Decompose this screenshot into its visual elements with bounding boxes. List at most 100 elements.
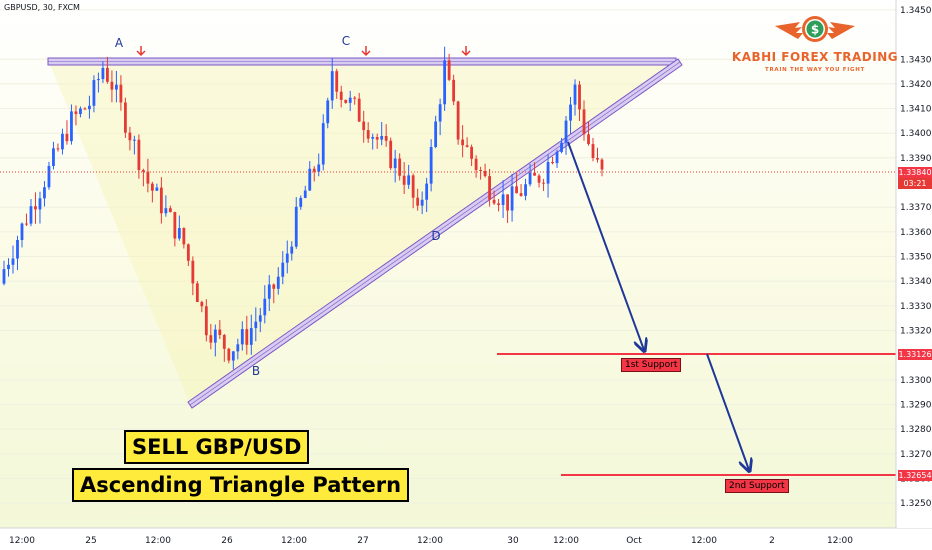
candle-body bbox=[537, 175, 541, 183]
pattern-labels: A B C D bbox=[115, 34, 441, 378]
candle-body bbox=[326, 100, 330, 124]
candle-body bbox=[65, 133, 69, 142]
price-tick-label: 1.34500 bbox=[900, 6, 932, 16]
candle-body bbox=[7, 264, 10, 270]
price-tick-label: 1.33900 bbox=[900, 154, 932, 164]
candle-body bbox=[200, 301, 204, 307]
candle-body bbox=[263, 298, 267, 316]
candle-body bbox=[303, 190, 307, 198]
candle-body bbox=[461, 139, 465, 146]
candle-body bbox=[290, 246, 294, 254]
time-tick-label: 25 bbox=[85, 536, 96, 546]
candle-body bbox=[132, 139, 136, 141]
candle-body bbox=[551, 162, 554, 164]
candle-body bbox=[177, 228, 181, 239]
trade-direction-label: SELL GBP/USD bbox=[124, 430, 310, 464]
candle-body bbox=[213, 329, 217, 343]
candle-body bbox=[555, 151, 559, 164]
price-tick-label: 1.34000 bbox=[900, 129, 932, 139]
pattern-point-label: B bbox=[252, 364, 260, 378]
candle-body bbox=[168, 208, 172, 213]
candle-body bbox=[150, 183, 154, 191]
time-tick-label: 26 bbox=[221, 536, 233, 546]
candle-body bbox=[56, 148, 60, 150]
candle-body bbox=[186, 244, 190, 261]
time-tick-label: 12:00 bbox=[553, 536, 579, 546]
grid bbox=[0, 9, 896, 504]
candle-body bbox=[546, 162, 550, 184]
candle-body bbox=[524, 184, 527, 196]
candle-body bbox=[34, 206, 37, 210]
candle-body bbox=[443, 60, 447, 105]
pattern-point-label: C bbox=[342, 34, 350, 48]
second-support-label: 2nd Support bbox=[725, 479, 789, 493]
candle-body bbox=[240, 329, 244, 345]
candle-body bbox=[425, 183, 429, 200]
time-tick-label: 12:00 bbox=[691, 536, 717, 546]
time-tick-label: 12:00 bbox=[9, 536, 35, 546]
candle-body bbox=[272, 284, 276, 289]
countdown-tag: 03:21 bbox=[898, 178, 932, 189]
candle-body bbox=[519, 193, 523, 196]
price-tick-label: 1.33700 bbox=[900, 203, 932, 213]
candle-body bbox=[276, 276, 280, 289]
rejection-arrow bbox=[361, 46, 371, 57]
candle-body bbox=[371, 137, 375, 139]
candle-body bbox=[222, 335, 226, 349]
candle-body bbox=[281, 262, 285, 277]
candle-body bbox=[115, 84, 118, 90]
candle-body bbox=[70, 111, 73, 142]
candle-body bbox=[119, 84, 123, 103]
candle-body bbox=[452, 79, 456, 102]
candle-body bbox=[236, 344, 240, 352]
candle-body bbox=[506, 194, 509, 211]
candle-body bbox=[164, 208, 168, 214]
candle-body bbox=[258, 315, 262, 322]
candle-body bbox=[97, 79, 100, 81]
candle-body bbox=[398, 158, 402, 176]
time-tick-label: 27 bbox=[357, 536, 368, 546]
candle-body bbox=[25, 223, 28, 225]
price-tick-label: 1.32500 bbox=[900, 499, 932, 509]
candle-body bbox=[339, 91, 343, 100]
candle-body bbox=[231, 351, 235, 361]
candle-body bbox=[402, 175, 406, 185]
pattern-point-label: A bbox=[115, 36, 124, 50]
candle-body bbox=[492, 199, 496, 204]
candle-body bbox=[420, 199, 424, 206]
candle-body bbox=[146, 171, 150, 184]
candle-body bbox=[384, 136, 388, 141]
rejection-arrow bbox=[136, 46, 146, 57]
candles bbox=[2, 46, 604, 370]
svg-text:$: $ bbox=[811, 23, 819, 37]
candle-body bbox=[299, 197, 303, 207]
candle-body bbox=[128, 132, 132, 141]
candle-body bbox=[483, 170, 487, 177]
candle-body bbox=[38, 198, 42, 210]
dollar-coin-wings-icon: $ bbox=[775, 16, 855, 42]
pattern-point-label: D bbox=[431, 229, 440, 243]
price-tick-label: 1.32800 bbox=[900, 425, 932, 435]
candle-body bbox=[357, 98, 361, 122]
candle-body bbox=[312, 168, 316, 172]
candle-body bbox=[465, 145, 469, 147]
candle-body bbox=[254, 321, 258, 329]
time-tick-label: Oct bbox=[626, 536, 642, 546]
candle-body bbox=[123, 102, 127, 133]
current-price-tag: 1.33840 bbox=[898, 167, 932, 178]
price-tick-label: 1.33200 bbox=[900, 327, 932, 337]
candle-body bbox=[74, 111, 78, 115]
candle-body bbox=[110, 81, 114, 90]
candle-body bbox=[416, 197, 420, 206]
logo: $ bbox=[775, 16, 855, 42]
candle-body bbox=[88, 105, 91, 110]
candle-body bbox=[596, 157, 599, 160]
candle-body bbox=[249, 328, 253, 345]
candle-body bbox=[11, 258, 15, 265]
candle-body bbox=[245, 329, 249, 345]
candle-body bbox=[434, 121, 438, 147]
candle-body bbox=[515, 186, 518, 194]
candle-body bbox=[569, 104, 572, 121]
candle-body bbox=[447, 60, 451, 80]
candle-body bbox=[182, 228, 186, 245]
